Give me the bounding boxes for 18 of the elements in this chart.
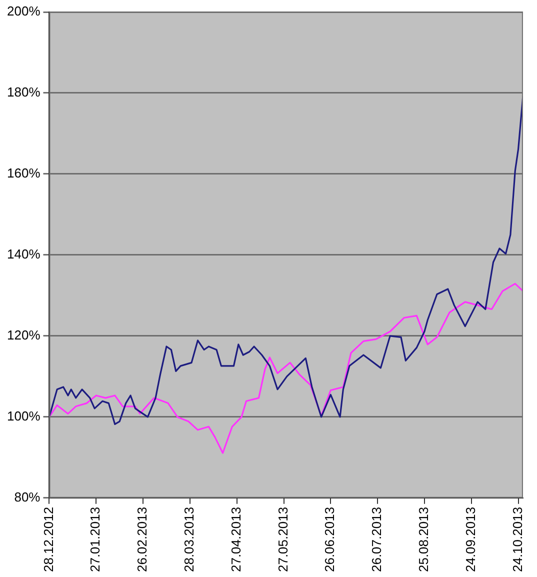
y-tick-label: 200% bbox=[7, 4, 41, 19]
x-tick-label: 24.10.2013 bbox=[510, 506, 525, 572]
y-tick-label: 140% bbox=[7, 246, 41, 262]
x-tick-label: 24.09.2013 bbox=[462, 506, 478, 572]
x-tick-label: 27.01.2013 bbox=[88, 506, 103, 572]
x-tick-label: 27.04.2013 bbox=[228, 506, 244, 572]
x-tick-label: 25.08.2013 bbox=[416, 506, 432, 572]
x-tick-label: 28.03.2013 bbox=[182, 506, 197, 572]
y-tick-label: 180% bbox=[7, 84, 41, 100]
x-tick-label: 26.02.2013 bbox=[134, 506, 150, 572]
x-tick-label: 26.07.2013 bbox=[369, 506, 384, 572]
y-tick-label: 160% bbox=[7, 166, 41, 181]
x-tick-label: 27.05.2013 bbox=[275, 506, 290, 572]
y-tick-label: 120% bbox=[7, 328, 41, 343]
x-tick-label: 26.06.2013 bbox=[322, 506, 338, 572]
y-tick-label: 80% bbox=[14, 490, 41, 505]
y-tick-label: 100% bbox=[7, 408, 41, 424]
x-tick-label: 28.12.2012 bbox=[40, 506, 56, 572]
